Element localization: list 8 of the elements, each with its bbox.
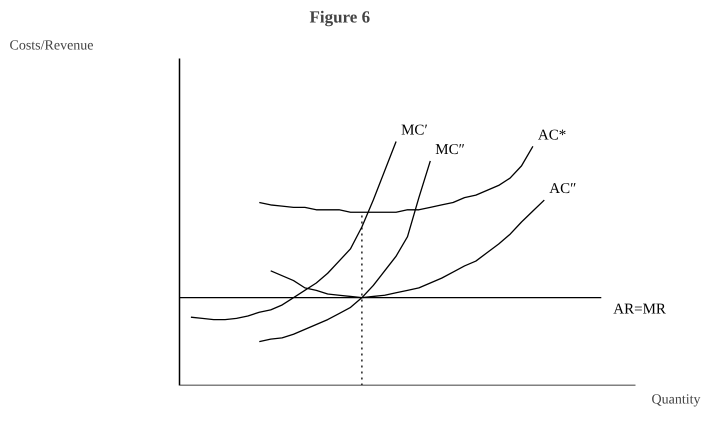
- chart-title: Figure 6: [310, 8, 370, 26]
- series-label: MC″: [435, 142, 465, 158]
- series-label: MC′: [401, 122, 428, 138]
- series-label: AC″: [549, 181, 576, 198]
- series-label: AR=MR: [613, 302, 666, 318]
- x-axis-title: Quantity: [652, 392, 701, 408]
- series-label: AC*: [538, 127, 566, 144]
- text: Costs/Revenue: [10, 38, 94, 54]
